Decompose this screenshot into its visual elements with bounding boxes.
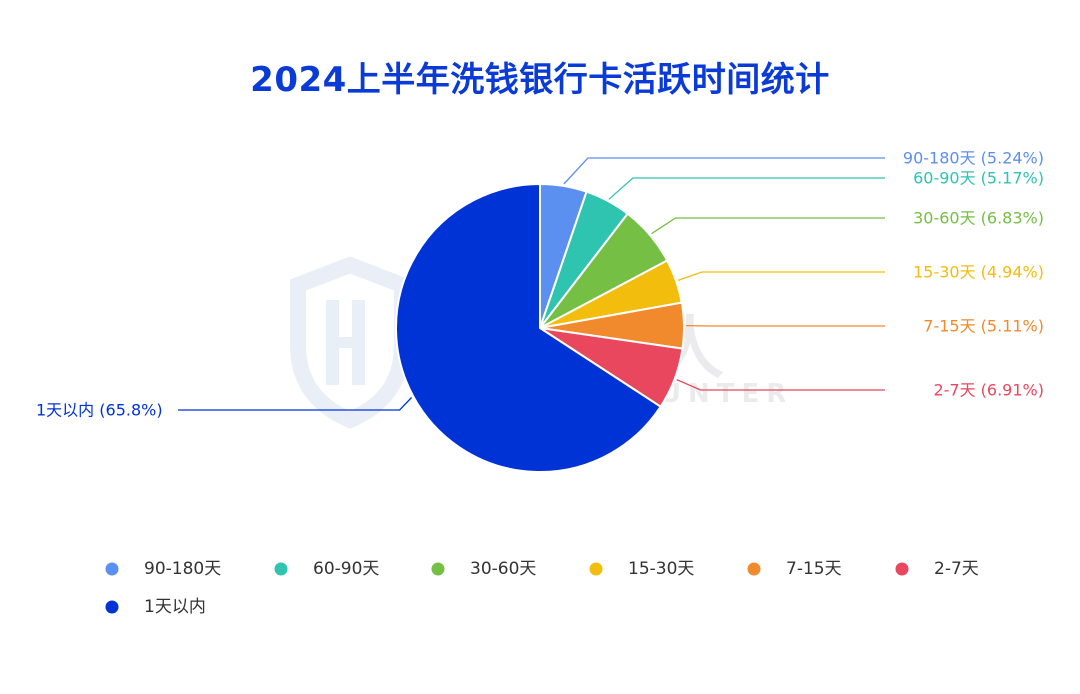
callout-label-2-7: 2-7天 (6.91%) — [933, 381, 1044, 400]
callout-line-60-90 — [608, 177, 885, 200]
legend-label-60-90[interactable]: 60-90天 — [313, 559, 379, 579]
legend-marker-7-15[interactable] — [746, 561, 762, 577]
callout-line-90-180 — [563, 157, 885, 185]
legend-label-1[interactable]: 1天以内 — [144, 597, 206, 617]
legend-marker-60-90[interactable] — [273, 561, 289, 577]
callout-label-7-15: 7-15天 (5.11%) — [923, 317, 1044, 336]
pie-callouts: 90-180天 (5.24%)60-90天 (5.17%) 30-60天 (6.8… — [36, 149, 1044, 420]
callout-label-15-30: 15-30天 (4.94%) — [913, 263, 1044, 282]
callout-label-90-180: 90-180天 (5.24%) — [903, 149, 1044, 168]
callout-label-30-60: 30-60天 (6.83%) — [913, 209, 1044, 228]
legend-label-7-15[interactable]: 7-15天 — [786, 559, 842, 579]
legend-marker-15-30[interactable] — [588, 561, 604, 577]
legend-marker-30-60[interactable] — [430, 561, 446, 577]
legend-label-15-30[interactable]: 15-30天 — [628, 559, 694, 579]
callout-line-30-60 — [651, 217, 885, 235]
legend-label-2-7[interactable]: 2-7天 — [934, 559, 979, 579]
callout-label-60-90: 60-90天 (5.17%) — [913, 169, 1044, 188]
legend-marker-1[interactable] — [104, 599, 120, 615]
legend-label-90-180[interactable]: 90-180天 — [144, 559, 221, 579]
callout-line-1 — [178, 397, 413, 411]
chart-title: 2024上半年洗钱银行卡活跃时间统计 — [250, 60, 830, 100]
legend-marker-2-7[interactable] — [894, 561, 910, 577]
legend: 90-180天 60-90天 30-60天 15-30天 7-15天 2-7天 1天以内 — [104, 559, 979, 617]
shield-logo-icon — [290, 256, 410, 429]
legend-marker-90-180[interactable] — [104, 561, 120, 577]
callout-line-2-7 — [676, 379, 885, 391]
callout-label-1: 1天以内 (65.8%) — [36, 401, 163, 420]
legend-label-30-60[interactable]: 30-60天 — [470, 559, 536, 579]
pie-slice-1 — [395, 183, 662, 473]
pie-slices — [395, 183, 685, 473]
callout-line-15-30 — [677, 271, 885, 282]
